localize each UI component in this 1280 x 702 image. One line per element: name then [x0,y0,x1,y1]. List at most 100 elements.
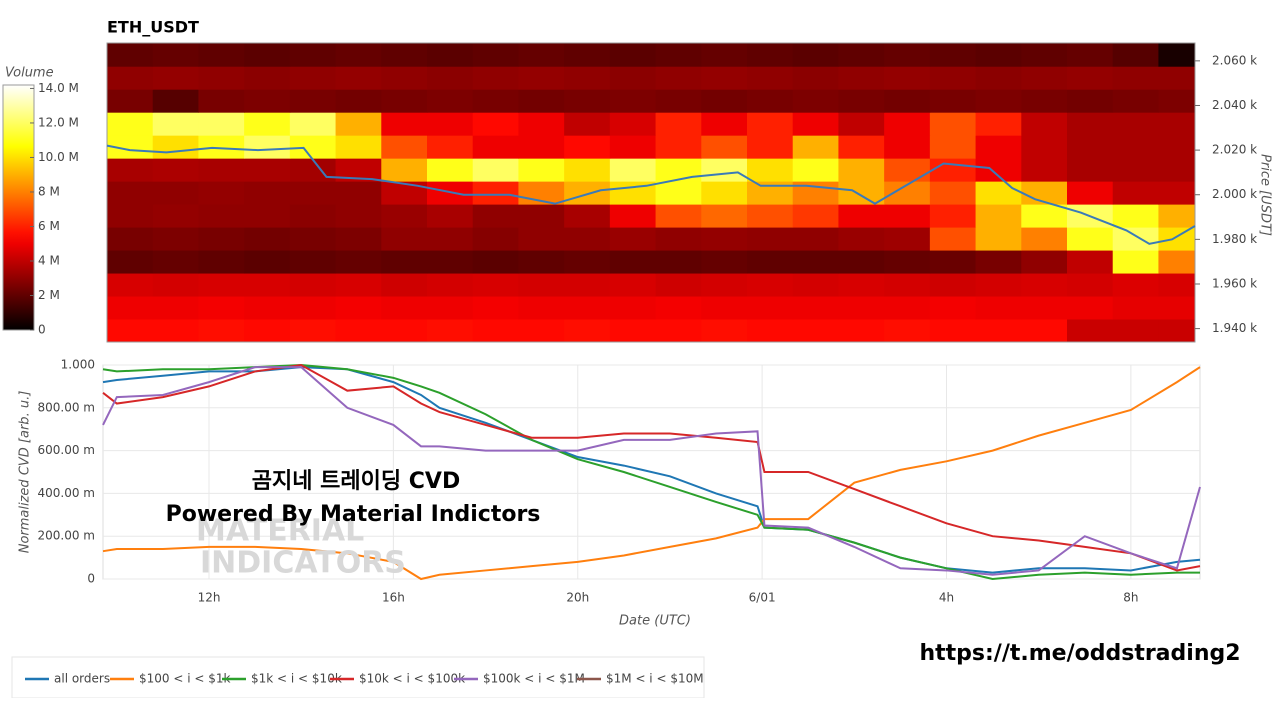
colorbar-tick-label: 12.0 M [38,115,79,129]
y-tick-label: 2.000 k [1212,187,1257,201]
heat-cell [335,135,382,159]
heat-cell [1067,296,1114,320]
heat-cell [244,43,291,67]
heat-cell [838,181,885,205]
heat-cell [609,296,657,320]
heat-cell [975,296,1022,320]
heat-cell [107,181,154,205]
heat-cell [244,66,291,90]
colorbar-tick-label: 6 M [38,219,60,233]
heat-cell [1158,89,1196,113]
heat-cell [1158,204,1196,228]
heat-cell [289,66,337,90]
heat-cell [427,43,474,67]
heat-cell [792,112,839,136]
heat-cell [289,273,337,297]
heat-cell [884,112,931,136]
heat-cell [1067,158,1114,182]
heat-cell [427,250,474,274]
heat-cell [472,204,519,228]
heat-cell [472,43,519,67]
heat-cell [929,319,977,343]
heat-cell [929,135,977,159]
y-tick-label: 1.000 [61,358,95,372]
heat-cell [335,43,382,67]
x-tick-label: 6/01 [749,591,776,605]
heat-cell [472,273,519,297]
heat-cell [381,273,428,297]
heat-cell [792,181,839,205]
heat-cell [152,43,199,67]
heat-cell [655,250,702,274]
heat-cell [1021,43,1068,67]
heat-cell [472,66,519,90]
heat-cell [564,158,611,182]
heat-cell [472,181,519,205]
heat-cell [792,273,839,297]
heat-cell [1067,43,1114,67]
heat-cell [198,135,245,159]
legend-label: $1M < i < $10M [606,672,704,686]
heat-cell [1067,135,1114,159]
heat-cell [289,296,337,320]
x-tick-label: 4h [939,591,954,605]
heat-cell [1021,319,1068,343]
heat-cell [929,250,977,274]
colorbar-title: Volume [5,66,54,81]
heat-cell [701,43,748,67]
heat-cell [1021,89,1068,113]
heat-cell [655,273,702,297]
heat-cell [381,89,428,113]
heat-cell [518,66,565,90]
heat-cell [1021,250,1068,274]
series-line [102,363,1200,581]
heat-cell [1112,66,1159,90]
heat-cell [838,227,885,251]
heat-cell [1158,112,1196,136]
heat-cell [838,296,885,320]
heat-cell [792,319,839,343]
heat-cell [838,112,885,136]
heat-cell [289,204,337,228]
heat-cell [884,296,931,320]
heat-cell [838,273,885,297]
heat-cell [152,296,199,320]
heat-cell [1021,135,1068,159]
heat-cell [518,89,565,113]
heat-cell [564,227,611,251]
heat-cell [1158,319,1196,343]
heat-cell [701,158,748,182]
heat-cell [107,112,154,136]
heat-cell [518,112,565,136]
x-tick-label: 16h [382,591,405,605]
heat-cell [1158,273,1196,297]
heat-cell [289,181,337,205]
heat-cell [792,43,839,67]
colorbar-tick-label: 0 [38,323,46,337]
heat-cell [792,89,839,113]
heat-cell [335,273,382,297]
heat-cell [1158,135,1196,159]
price-axis-label: Price [USDT] [1258,154,1273,236]
heat-cell [1067,66,1114,90]
heat-cell [335,319,382,343]
heat-cell [198,227,245,251]
series-line [102,366,1201,574]
heat-cell [1158,250,1196,274]
heat-cell [701,112,748,136]
heat-cell [884,273,931,297]
heat-cell [701,89,748,113]
colorbar-tick-label: 4 M [38,253,60,267]
heat-cell [244,296,291,320]
y-axis-label: Normalized CVD [arb. u.] [18,391,33,554]
heat-cell [289,227,337,251]
heat-cell [427,273,474,297]
heat-cell [335,296,382,320]
heat-cell [975,89,1022,113]
heat-cell [564,43,611,67]
heat-cell [518,296,565,320]
heat-cell [427,89,474,113]
annotation: Powered By Material Indictors [166,502,541,527]
heat-cell [838,319,885,343]
heat-cell [198,89,245,113]
